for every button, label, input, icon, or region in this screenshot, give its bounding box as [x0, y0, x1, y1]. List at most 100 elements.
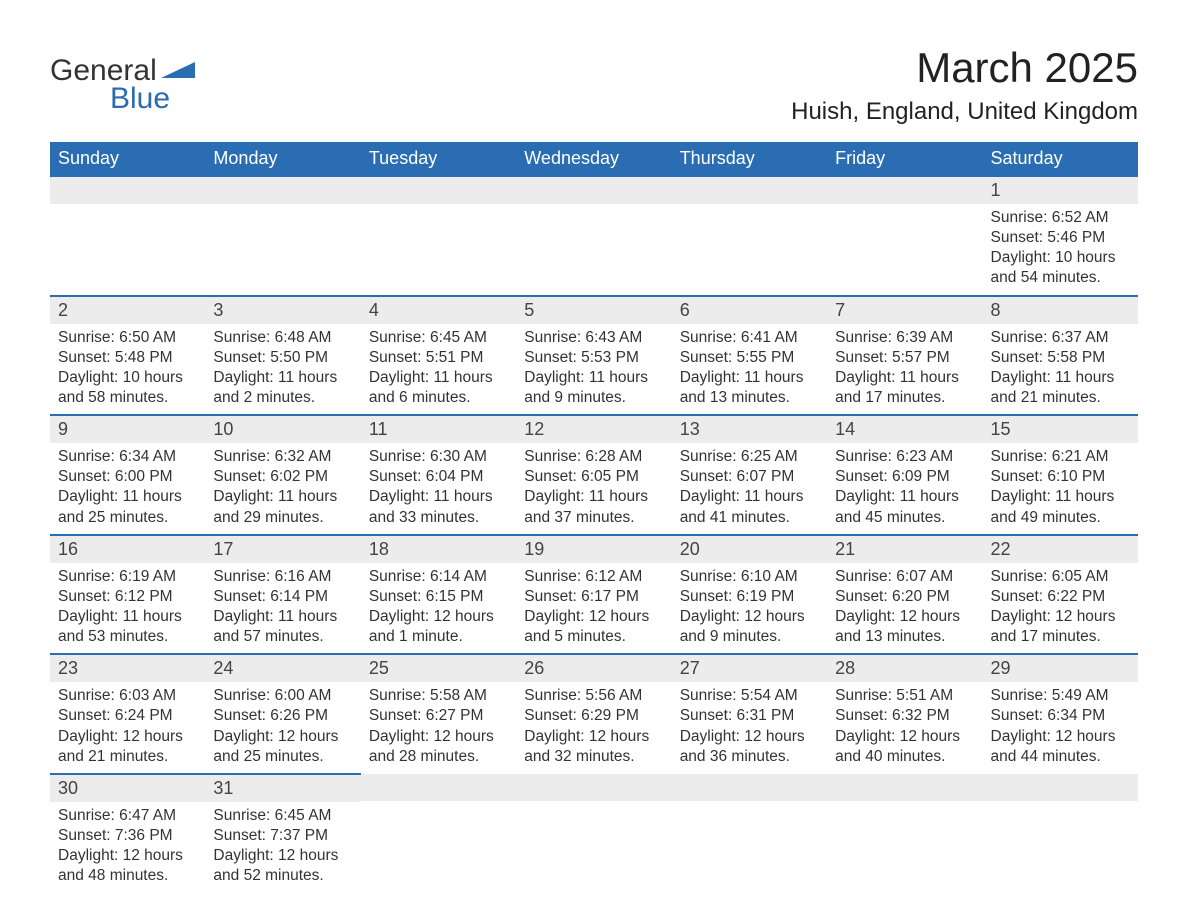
sunset-line: Sunset: 6:26 PM: [213, 706, 352, 726]
daylight-line: Daylight: 11 hours and 2 minutes.: [213, 368, 352, 408]
daylight-line: Daylight: 11 hours and 6 minutes.: [369, 368, 508, 408]
calendar-row: 16Sunrise: 6:19 AMSunset: 6:12 PMDayligh…: [50, 535, 1138, 655]
sunset-line: Sunset: 6:02 PM: [213, 467, 352, 487]
day-number: 24: [205, 655, 360, 682]
day-data: Sunrise: 6:30 AMSunset: 6:04 PMDaylight:…: [361, 443, 516, 534]
calendar-cell: 7Sunrise: 6:39 AMSunset: 5:57 PMDaylight…: [827, 296, 982, 416]
calendar-cell: 2Sunrise: 6:50 AMSunset: 5:48 PMDaylight…: [50, 296, 205, 416]
day-data: Sunrise: 5:49 AMSunset: 6:34 PMDaylight:…: [983, 682, 1138, 773]
sunset-line: Sunset: 6:12 PM: [58, 587, 197, 607]
calendar-cell: 22Sunrise: 6:05 AMSunset: 6:22 PMDayligh…: [983, 535, 1138, 655]
day-number: [516, 177, 671, 204]
day-data: [827, 801, 982, 871]
sunrise-line: Sunrise: 5:51 AM: [835, 686, 974, 706]
day-number: 8: [983, 297, 1138, 324]
daylight-line: Daylight: 11 hours and 53 minutes.: [58, 607, 197, 647]
daylight-line: Daylight: 11 hours and 21 minutes.: [991, 368, 1130, 408]
day-number: [361, 774, 516, 801]
day-data: [361, 801, 516, 871]
sunrise-line: Sunrise: 6:00 AM: [213, 686, 352, 706]
sunrise-line: Sunrise: 6:16 AM: [213, 567, 352, 587]
weekday-header: Saturday: [983, 142, 1138, 176]
sunset-line: Sunset: 6:04 PM: [369, 467, 508, 487]
sunrise-line: Sunrise: 6:05 AM: [991, 567, 1130, 587]
day-number: [672, 774, 827, 801]
day-data: Sunrise: 6:10 AMSunset: 6:19 PMDaylight:…: [672, 563, 827, 654]
day-number: [50, 177, 205, 204]
calendar-cell: 14Sunrise: 6:23 AMSunset: 6:09 PMDayligh…: [827, 415, 982, 535]
sunset-line: Sunset: 6:07 PM: [680, 467, 819, 487]
day-data: Sunrise: 6:39 AMSunset: 5:57 PMDaylight:…: [827, 324, 982, 415]
sunrise-line: Sunrise: 6:21 AM: [991, 447, 1130, 467]
day-data: [516, 204, 671, 274]
sunrise-line: Sunrise: 6:50 AM: [58, 328, 197, 348]
sunrise-line: Sunrise: 5:49 AM: [991, 686, 1130, 706]
sunset-line: Sunset: 7:37 PM: [213, 826, 352, 846]
sunrise-line: Sunrise: 6:28 AM: [524, 447, 663, 467]
sunset-line: Sunset: 5:55 PM: [680, 348, 819, 368]
sunrise-line: Sunrise: 6:10 AM: [680, 567, 819, 587]
day-number: 7: [827, 297, 982, 324]
sunset-line: Sunset: 6:31 PM: [680, 706, 819, 726]
sunrise-line: Sunrise: 6:03 AM: [58, 686, 197, 706]
sunrise-line: Sunrise: 6:25 AM: [680, 447, 819, 467]
calendar-cell: 15Sunrise: 6:21 AMSunset: 6:10 PMDayligh…: [983, 415, 1138, 535]
day-data: Sunrise: 6:37 AMSunset: 5:58 PMDaylight:…: [983, 324, 1138, 415]
sunset-line: Sunset: 6:17 PM: [524, 587, 663, 607]
sunrise-line: Sunrise: 6:32 AM: [213, 447, 352, 467]
daylight-line: Daylight: 11 hours and 17 minutes.: [835, 368, 974, 408]
calendar-cell: 30Sunrise: 6:47 AMSunset: 7:36 PMDayligh…: [50, 774, 205, 893]
calendar-cell: 11Sunrise: 6:30 AMSunset: 6:04 PMDayligh…: [361, 415, 516, 535]
day-data: [672, 204, 827, 274]
sunset-line: Sunset: 5:53 PM: [524, 348, 663, 368]
day-number: 12: [516, 416, 671, 443]
calendar-cell: 17Sunrise: 6:16 AMSunset: 6:14 PMDayligh…: [205, 535, 360, 655]
daylight-line: Daylight: 12 hours and 32 minutes.: [524, 727, 663, 767]
day-number: [983, 774, 1138, 801]
daylight-line: Daylight: 12 hours and 21 minutes.: [58, 727, 197, 767]
calendar-cell: 4Sunrise: 6:45 AMSunset: 5:51 PMDaylight…: [361, 296, 516, 416]
weekday-header: Sunday: [50, 142, 205, 176]
calendar-cell: 21Sunrise: 6:07 AMSunset: 6:20 PMDayligh…: [827, 535, 982, 655]
weekday-header: Monday: [205, 142, 360, 176]
day-number: 25: [361, 655, 516, 682]
day-data: Sunrise: 6:28 AMSunset: 6:05 PMDaylight:…: [516, 443, 671, 534]
weekday-header: Wednesday: [516, 142, 671, 176]
sunset-line: Sunset: 5:51 PM: [369, 348, 508, 368]
sunset-line: Sunset: 6:19 PM: [680, 587, 819, 607]
day-number: 11: [361, 416, 516, 443]
sunset-line: Sunset: 6:10 PM: [991, 467, 1130, 487]
day-data: Sunrise: 6:50 AMSunset: 5:48 PMDaylight:…: [50, 324, 205, 415]
daylight-line: Daylight: 12 hours and 48 minutes.: [58, 846, 197, 886]
sunset-line: Sunset: 6:15 PM: [369, 587, 508, 607]
calendar-cell: 8Sunrise: 6:37 AMSunset: 5:58 PMDaylight…: [983, 296, 1138, 416]
daylight-line: Daylight: 11 hours and 9 minutes.: [524, 368, 663, 408]
daylight-line: Daylight: 11 hours and 33 minutes.: [369, 487, 508, 527]
calendar-cell: 26Sunrise: 5:56 AMSunset: 6:29 PMDayligh…: [516, 654, 671, 774]
calendar-cell: 6Sunrise: 6:41 AMSunset: 5:55 PMDaylight…: [672, 296, 827, 416]
calendar-cell: [361, 176, 516, 296]
daylight-line: Daylight: 10 hours and 58 minutes.: [58, 368, 197, 408]
day-number: 15: [983, 416, 1138, 443]
calendar-cell: 24Sunrise: 6:00 AMSunset: 6:26 PMDayligh…: [205, 654, 360, 774]
day-number: 5: [516, 297, 671, 324]
day-number: 30: [50, 775, 205, 802]
sunrise-line: Sunrise: 6:19 AM: [58, 567, 197, 587]
daylight-line: Daylight: 12 hours and 5 minutes.: [524, 607, 663, 647]
daylight-line: Daylight: 12 hours and 28 minutes.: [369, 727, 508, 767]
day-data: Sunrise: 6:45 AMSunset: 7:37 PMDaylight:…: [205, 802, 360, 893]
day-data: [672, 801, 827, 871]
day-number: 28: [827, 655, 982, 682]
day-number: 31: [205, 775, 360, 802]
day-data: Sunrise: 6:23 AMSunset: 6:09 PMDaylight:…: [827, 443, 982, 534]
day-data: Sunrise: 6:21 AMSunset: 6:10 PMDaylight:…: [983, 443, 1138, 534]
calendar-cell: [516, 176, 671, 296]
day-number: 22: [983, 536, 1138, 563]
day-number: 20: [672, 536, 827, 563]
day-data: Sunrise: 6:32 AMSunset: 6:02 PMDaylight:…: [205, 443, 360, 534]
sunset-line: Sunset: 6:14 PM: [213, 587, 352, 607]
calendar-row: 30Sunrise: 6:47 AMSunset: 7:36 PMDayligh…: [50, 774, 1138, 893]
day-data: Sunrise: 5:51 AMSunset: 6:32 PMDaylight:…: [827, 682, 982, 773]
sunset-line: Sunset: 6:05 PM: [524, 467, 663, 487]
day-number: 9: [50, 416, 205, 443]
